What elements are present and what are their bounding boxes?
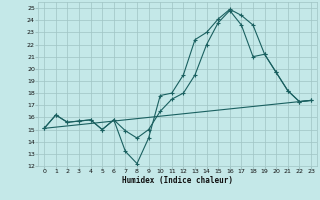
X-axis label: Humidex (Indice chaleur): Humidex (Indice chaleur)	[122, 176, 233, 185]
